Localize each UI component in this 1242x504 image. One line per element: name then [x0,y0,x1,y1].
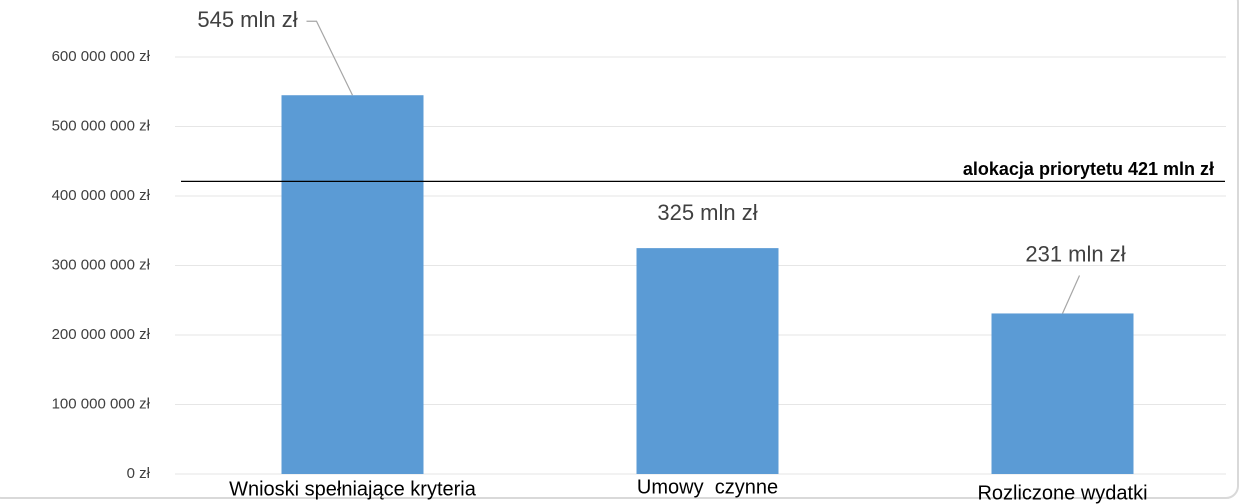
x-tick-label: Wnioski spełniające kryteria [229,478,477,500]
x-tick-label: Umowy czynne [637,476,778,498]
data-label: 231 mln zł [1025,241,1125,266]
data-label: 325 mln zł [657,200,757,225]
y-tick-label: 600 000 000 zł [52,48,151,65]
y-tick-label: 200 000 000 zł [52,326,151,343]
x-tick-label: Rozliczone wydatki [977,482,1147,504]
y-tick-label: 400 000 000 zł [52,187,151,204]
bar [281,95,424,474]
reference-label: alokacja priorytetu 421 mln zł [963,159,1214,179]
y-tick-label: 0 zł [127,465,151,482]
y-tick-label: 100 000 000 zł [52,395,151,412]
leader-line [1061,275,1081,314]
data-label: 545 mln zł [197,7,297,32]
bar [636,248,779,474]
leader-line [306,20,354,96]
y-tick-label: 500 000 000 zł [52,117,151,134]
bar [991,313,1134,474]
y-tick-label: 300 000 000 zł [52,256,151,273]
